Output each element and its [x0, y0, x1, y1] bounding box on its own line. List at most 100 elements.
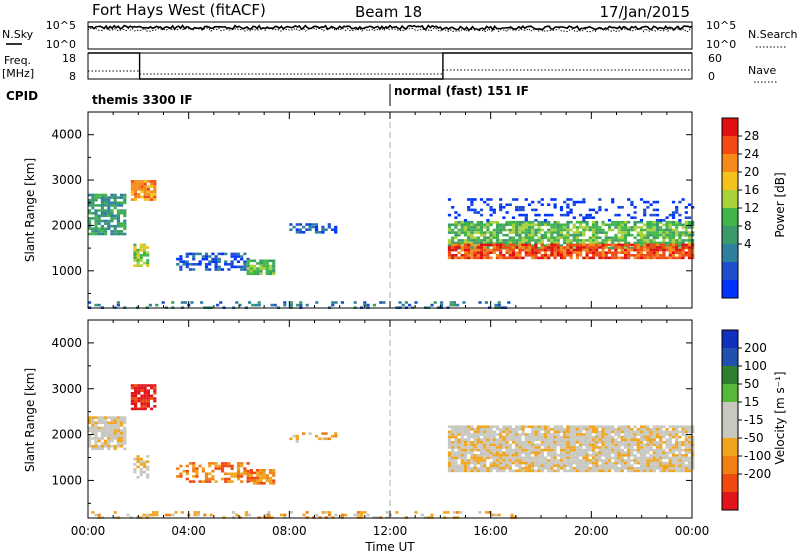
- heatmap-cell: [479, 243, 484, 247]
- time-xlabel: Time UT: [364, 540, 415, 554]
- heatmap-cell: [116, 219, 120, 223]
- heatmap-cell: [521, 467, 525, 470]
- heatmap-cell: [460, 467, 464, 470]
- colorbar-swatch: [722, 244, 738, 263]
- heatmap-cell: [553, 446, 557, 449]
- heatmap-cell: [668, 443, 672, 447]
- heatmap-cell: [543, 443, 548, 447]
- heatmap-cell: [563, 446, 567, 449]
- heatmap-cell: [198, 464, 202, 468]
- heatmap-cell: [244, 511, 248, 514]
- heatmap-cell: [470, 226, 474, 229]
- heatmap-cell: [649, 203, 653, 206]
- heatmap-cell: [505, 233, 509, 237]
- heatmap-cell: [623, 220, 628, 224]
- heatmap-cell: [620, 438, 624, 441]
- heatmap-cell: [646, 464, 650, 467]
- heatmap-cell: [527, 220, 532, 224]
- heatmap-cell: [508, 231, 512, 234]
- heatmap-cell: [259, 474, 263, 477]
- heatmap-cell: [665, 454, 669, 457]
- heatmap-cell: [575, 469, 580, 473]
- heatmap-cell: [502, 239, 506, 242]
- heatmap-cell: [372, 303, 376, 307]
- heatmap-cell: [559, 425, 564, 428]
- heatmap-cell: [675, 459, 679, 462]
- heatmap-cell: [569, 467, 573, 470]
- heatmap-cell: [479, 448, 484, 452]
- heatmap-cell: [691, 428, 695, 431]
- heatmap-cell: [110, 431, 114, 435]
- heatmap-cell: [140, 180, 144, 183]
- heatmap-cell: [120, 196, 124, 199]
- heatmap-cell: [113, 232, 117, 236]
- heatmap-cell: [110, 230, 114, 233]
- colorbar-tick-label: 100: [744, 359, 767, 373]
- heatmap-cell: [566, 220, 570, 224]
- heatmap-cell: [489, 208, 493, 212]
- heatmap-cell: [524, 435, 528, 439]
- heatmap-cell: [268, 272, 273, 276]
- heatmap-cell: [100, 198, 104, 202]
- heatmap-cell: [649, 459, 653, 462]
- heatmap-cell: [486, 469, 490, 473]
- heatmap-cell: [636, 441, 640, 444]
- heatmap-cell: [467, 233, 471, 237]
- heatmap-cell: [598, 467, 602, 470]
- heatmap-cell: [273, 303, 277, 307]
- heatmap-cell: [107, 214, 111, 218]
- heatmap-cell: [502, 464, 506, 467]
- heatmap-cell: [569, 254, 573, 257]
- heatmap-cell: [547, 223, 551, 227]
- heatmap-cell: [460, 428, 464, 431]
- heatmap-cell: [486, 228, 490, 232]
- heatmap-cell: [601, 243, 605, 247]
- heatmap-cell: [136, 457, 140, 461]
- colorbar-tick-label: 15: [744, 395, 759, 409]
- heatmap-cell: [652, 236, 656, 240]
- heatmap-cell: [643, 200, 647, 204]
- colorbar-swatch: [722, 348, 738, 367]
- heatmap-cell: [671, 256, 676, 260]
- heatmap-cell: [214, 257, 218, 261]
- heatmap-cell: [684, 206, 688, 209]
- heatmap-cell: [463, 254, 468, 257]
- heatmap-cell: [511, 248, 516, 252]
- heatmap-cell: [646, 220, 650, 224]
- heatmap-cell: [146, 264, 150, 267]
- heatmap-cell: [569, 228, 573, 232]
- heatmap-cell: [483, 438, 487, 441]
- heatmap-cell: [553, 448, 557, 452]
- heatmap-cell: [143, 389, 147, 392]
- y-tick-label: 2000: [51, 218, 82, 232]
- heatmap-cell: [463, 239, 468, 242]
- heatmap-cell: [687, 226, 692, 229]
- heatmap-cell: [671, 254, 676, 257]
- heatmap-cell: [484, 301, 488, 304]
- heatmap-cell: [643, 464, 647, 467]
- heatmap-cell: [678, 244, 682, 247]
- heatmap-cell: [556, 233, 560, 237]
- heatmap-cell: [607, 464, 612, 467]
- heatmap-cell: [643, 425, 647, 428]
- heatmap-cell: [454, 433, 458, 436]
- heatmap-cell: [585, 248, 589, 252]
- heatmap-cell: [462, 301, 466, 304]
- heatmap-cell: [627, 220, 631, 224]
- heatmap-cell: [543, 213, 548, 217]
- heatmap-cell: [518, 425, 522, 428]
- heatmap-cell: [550, 223, 554, 227]
- heatmap-cell: [467, 464, 471, 467]
- heatmap-cell: [146, 190, 150, 194]
- heatmap-cell: [531, 425, 535, 428]
- heatmap-cell: [524, 456, 528, 460]
- heatmap-cell: [97, 230, 101, 233]
- heatmap-cell: [492, 241, 496, 245]
- heatmap-cell: [585, 428, 589, 431]
- heatmap-cell: [256, 469, 260, 472]
- heatmap-cell: [543, 459, 548, 462]
- heatmap-cell: [543, 244, 548, 247]
- heatmap-cell: [104, 429, 108, 432]
- heatmap-cell: [479, 213, 484, 217]
- heatmap-cell: [457, 446, 461, 449]
